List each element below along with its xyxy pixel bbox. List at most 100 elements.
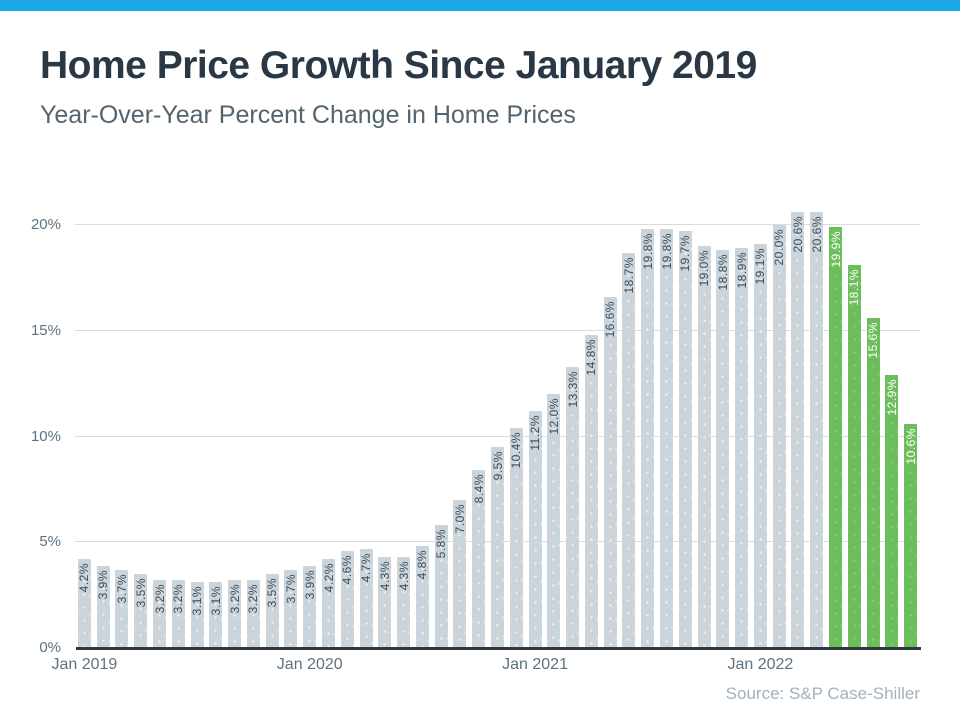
bar-value-label: 18.9% xyxy=(734,252,749,289)
bar-value-label: 9.5% xyxy=(490,451,505,481)
bar: 19.7% xyxy=(678,231,693,648)
bar-value-label: 16.6% xyxy=(603,300,618,338)
y-axis-tick-label: 20% xyxy=(30,216,61,233)
y-axis-tick-label: 10% xyxy=(30,427,61,445)
y-axis-tick-label: 15% xyxy=(30,321,61,339)
chart-plot-area: 0% 5% 10% 15% 20% 4.2% 3.9% 3.7% 3.5% 3.2% 3.2% 3.1… xyxy=(31,205,921,673)
bar-value-label: 7.0% xyxy=(452,503,467,534)
bar-value-label: 5.8% xyxy=(434,529,449,559)
bar: 5.8% xyxy=(434,525,449,648)
x-axis-tick-label: Jan 2020 xyxy=(276,656,343,673)
bar-highlighted: 15.6% xyxy=(866,318,881,648)
bar: 16.6% xyxy=(603,296,618,648)
bar: 4.8% xyxy=(415,546,430,648)
bar-highlighted: 19.9% xyxy=(828,227,843,648)
bar-value-label: 3.5% xyxy=(265,577,280,608)
bar: 3.1% xyxy=(208,582,223,648)
bar: 3.5% xyxy=(265,573,280,648)
bar-highlighted: 12.9% xyxy=(884,375,899,648)
bar-value-label: 3.1% xyxy=(190,586,205,616)
bar: 20.6% xyxy=(809,212,824,648)
bar: 10.4% xyxy=(509,428,524,648)
bar-value-label: 18.7% xyxy=(621,256,636,294)
bar: 4.2% xyxy=(321,559,336,648)
x-axis-baseline xyxy=(76,647,921,650)
bar: 3.2% xyxy=(227,580,242,648)
bar-value-label: 4.2% xyxy=(321,563,336,593)
bar-value-label: 4.7% xyxy=(359,552,374,582)
bar: 19.8% xyxy=(659,229,674,648)
top-accent-bar xyxy=(0,0,960,11)
bar-value-label: 4.3% xyxy=(396,561,411,591)
x-axis-tick-label: Jan 2019 xyxy=(51,656,118,673)
x-axis-tick-label: Jan 2022 xyxy=(727,656,794,673)
bar-value-label: 3.9% xyxy=(96,569,111,599)
bar: 19.8% xyxy=(640,229,655,648)
gridline xyxy=(75,224,920,225)
bar-value-label: 11.2% xyxy=(528,415,543,451)
bar: 19.0% xyxy=(697,246,712,648)
bar-value-label: 12.9% xyxy=(884,379,899,416)
y-axis-tick-label: 0% xyxy=(39,639,61,656)
bar: 3.2% xyxy=(152,580,167,648)
bar: 8.4% xyxy=(471,470,486,648)
bar-value-label: 19.0% xyxy=(697,250,712,287)
bar: 18.8% xyxy=(715,250,730,648)
bar-value-label: 19.1% xyxy=(753,248,768,285)
bar-value-label: 3.1% xyxy=(208,586,223,616)
bar-value-label: 18.8% xyxy=(715,254,730,291)
bar-value-label: 4.8% xyxy=(415,550,430,580)
bar-value-label: 3.2% xyxy=(152,584,167,614)
bar-value-label: 19.8% xyxy=(659,233,674,270)
bar-value-label: 3.2% xyxy=(171,584,186,614)
bar-value-label: 19.8% xyxy=(640,233,655,270)
bar-value-label: 14.8% xyxy=(584,338,599,376)
bar-value-label: 12.0% xyxy=(546,398,561,435)
bar-value-label: 3.5% xyxy=(133,577,148,608)
bar: 4.3% xyxy=(396,557,411,648)
bar-value-label: 20.6% xyxy=(809,216,824,253)
bar-value-label: 10.4% xyxy=(509,432,524,469)
bar: 12.0% xyxy=(546,394,561,648)
bar: 4.2% xyxy=(77,559,91,648)
bar-value-label: 8.4% xyxy=(471,474,486,504)
bar-value-label: 18.1% xyxy=(847,269,862,306)
bar: 4.7% xyxy=(359,548,374,648)
bar-value-label: 20.0% xyxy=(772,229,787,266)
bar: 3.7% xyxy=(283,569,298,648)
bar-value-label: 10.6% xyxy=(903,427,918,465)
bar-value-label: 19.9% xyxy=(828,231,843,268)
bar: 19.1% xyxy=(753,244,768,648)
bar: 20.0% xyxy=(772,225,787,648)
bar: 9.5% xyxy=(490,447,505,648)
bar-value-label: 3.7% xyxy=(283,573,298,604)
bar-highlighted: 10.6% xyxy=(903,423,918,648)
bar-value-label: 4.6% xyxy=(340,554,355,585)
bar: 18.9% xyxy=(734,248,749,648)
bar-value-label: 15.6% xyxy=(866,322,881,359)
bar-value-label: 19.7% xyxy=(678,235,693,272)
bar: 3.9% xyxy=(96,565,111,648)
gridline xyxy=(75,329,920,331)
bar: 7.0% xyxy=(452,499,467,648)
gridline xyxy=(75,435,920,437)
bar: 4.6% xyxy=(340,550,355,648)
bar-value-label: 3.7% xyxy=(114,573,129,604)
page-title: Home Price Growth Since January 2019 xyxy=(40,44,757,87)
bar: 3.7% xyxy=(114,569,129,648)
bar: 11.2% xyxy=(528,411,543,648)
bar-value-label: 3.9% xyxy=(302,569,317,599)
bar: 18.7% xyxy=(621,252,636,648)
bar: 3.5% xyxy=(133,573,148,648)
bar: 13.3% xyxy=(566,366,580,648)
bar: 3.2% xyxy=(246,580,260,648)
bar-value-label: 4.3% xyxy=(377,561,392,591)
y-axis-tick-label: 5% xyxy=(39,533,61,551)
bar-value-label: 3.2% xyxy=(227,584,242,614)
page-subtitle: Year-Over-Year Percent Change in Home Pr… xyxy=(40,101,576,129)
bar: 3.9% xyxy=(302,565,317,648)
bar: 14.8% xyxy=(584,334,599,648)
bar: 4.3% xyxy=(377,557,392,648)
x-axis-tick-label: Jan 2021 xyxy=(502,656,568,673)
